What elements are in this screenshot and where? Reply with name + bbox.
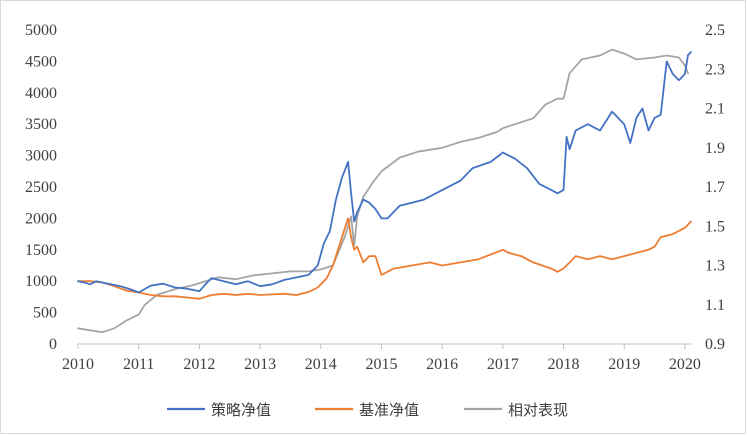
y-left-tick-label: 2000 (25, 210, 57, 227)
y-right-tick-label: 1.1 (705, 297, 725, 314)
y-left-tick-label: 1500 (25, 242, 57, 259)
x-tick-label: 2015 (365, 356, 397, 373)
x-tick-label: 2019 (608, 356, 640, 373)
legend-label: 基准净值 (359, 401, 419, 419)
legend: 策略净值 基准净值 相对表现 (167, 401, 568, 419)
y-right-tick-label: 2.3 (705, 61, 725, 78)
x-tick-label: 2012 (183, 356, 215, 373)
x-tick-label: 2010 (62, 356, 94, 373)
x-tick-label: 2013 (244, 356, 276, 373)
legend-label: 相对表现 (508, 401, 568, 419)
y-right-tick-label: 2.5 (705, 22, 725, 39)
series-line-1 (77, 217, 692, 300)
y-left-tick-label: 1000 (25, 273, 57, 290)
series-lines (77, 48, 692, 334)
y-right-tick-label: 1.7 (705, 179, 725, 196)
y-left-tick-label: 3500 (25, 116, 57, 133)
y-left-tick-label: 500 (33, 305, 57, 322)
x-tick-label: 2016 (426, 356, 458, 373)
axes: 2010 2011 2012 2013 2014 2015 2016 2017 2018 2019… (25, 22, 725, 373)
y-left-tick-label: 0 (49, 336, 57, 353)
legend-label: 策略净值 (211, 401, 271, 419)
y-right-tick-label: 1.3 (705, 258, 725, 275)
y-right-tick-label: 2.1 (705, 101, 725, 118)
x-tick-label: 2011 (123, 356, 154, 373)
y-left-tick-label: 5000 (25, 22, 57, 39)
series-line-0 (77, 51, 692, 294)
x-tick-label: 2018 (548, 356, 580, 373)
series-line-2 (77, 48, 689, 334)
y-right-tick-label: 1.5 (705, 218, 725, 235)
y-right-tick-label: 1.9 (705, 140, 725, 157)
x-tick-label: 2014 (305, 356, 337, 373)
x-tick-label: 2017 (487, 356, 519, 373)
y-right-tick-label: 0.9 (705, 336, 725, 353)
y-left-tick-label: 4000 (25, 85, 57, 102)
y-left-tick-label: 4500 (25, 53, 57, 70)
x-tick-label: 2020 (669, 356, 701, 373)
y-left-tick-label: 2500 (25, 179, 57, 196)
y-left-tick-label: 3000 (25, 148, 57, 165)
